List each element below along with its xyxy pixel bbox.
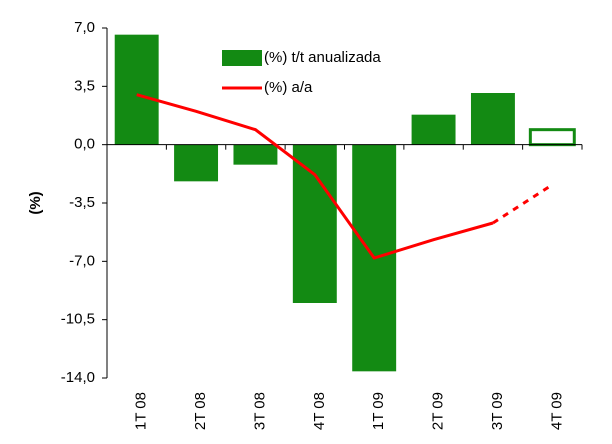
bar: [292, 144, 337, 303]
bar: [528, 128, 576, 147]
forecast-line: [492, 183, 554, 225]
y-tick-label: -14,0: [61, 369, 95, 386]
x-tick-label: 1T 09: [370, 392, 387, 430]
legend-label: (%) a/a: [264, 79, 313, 96]
y-tick-label: 7,0: [74, 19, 95, 36]
legend-label: (%) t/t anualizada: [264, 49, 381, 66]
y-tick-label: 3,5: [74, 77, 95, 94]
legend-swatch: [222, 50, 262, 66]
bar: [114, 34, 159, 145]
line: [136, 93, 494, 260]
y-tick-label: -7,0: [69, 252, 95, 269]
y-tick-label: -3,5: [69, 194, 95, 211]
x-tick-label: 3T 08: [251, 392, 268, 430]
bar: [470, 93, 515, 145]
x-tick-label: 2T 08: [192, 392, 209, 430]
x-tick-label: 1T 08: [133, 392, 150, 430]
x-tick-label: 3T 09: [489, 392, 506, 430]
y-tick-label: -10,5: [61, 311, 95, 328]
bar: [174, 144, 219, 182]
x-tick-label: 2T 09: [430, 392, 447, 430]
x-tick-label: 4T 08: [311, 392, 328, 430]
bar: [233, 144, 278, 165]
y-tick-label: 0,0: [74, 136, 95, 153]
bar: [411, 114, 456, 145]
x-tick-label: 4T 09: [548, 392, 565, 430]
y-axis-label: (%): [27, 191, 44, 214]
